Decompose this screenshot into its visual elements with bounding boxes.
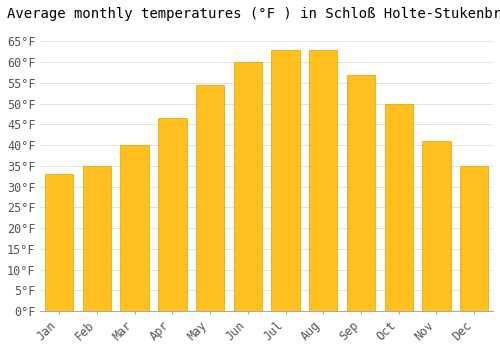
Bar (120, 145, 149, 311)
Bar (460, 166, 488, 311)
Bar (422, 141, 450, 311)
Bar (83, 166, 111, 311)
Bar (384, 104, 413, 311)
Bar (347, 75, 375, 311)
Bar (45, 174, 74, 311)
Bar (158, 118, 186, 311)
Bar (234, 62, 262, 311)
Title: Average monthly temperatures (°F ) in Schloß Holte-Stukenbrock: Average monthly temperatures (°F ) in Sc… (7, 7, 500, 21)
Bar (272, 50, 299, 311)
Bar (196, 85, 224, 311)
Bar (309, 50, 338, 311)
